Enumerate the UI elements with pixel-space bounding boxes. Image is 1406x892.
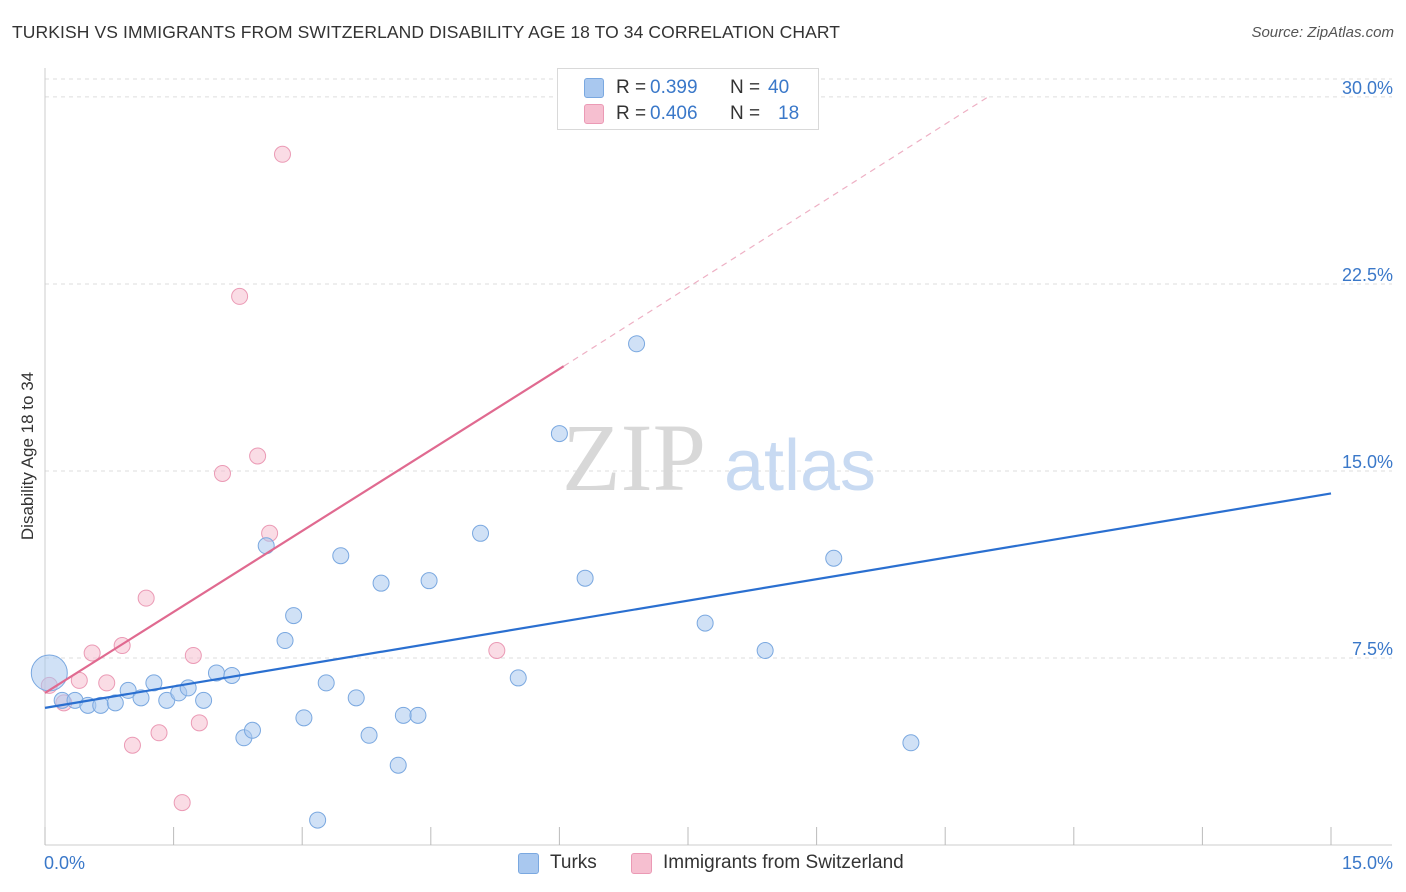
turks-point <box>409 706 427 724</box>
turks-point <box>472 524 490 542</box>
turks-point <box>360 726 378 744</box>
swiss-point <box>249 447 267 465</box>
turks-point <box>276 632 294 650</box>
swiss-point <box>173 794 191 812</box>
legend-r-label: R = <box>616 77 647 98</box>
watermark-zip: ZIP <box>562 404 706 511</box>
turks-point <box>902 734 920 752</box>
turks-point <box>550 425 568 443</box>
swiss-swatch <box>584 104 604 124</box>
turks-point <box>309 811 327 829</box>
axes <box>44 68 1392 846</box>
gridlines <box>45 78 1392 659</box>
turks-legend-label: Turks <box>550 852 597 873</box>
turks-point <box>509 669 527 687</box>
x-tick-labels: 0.0% 15.0% <box>44 853 1393 873</box>
turks-swatch <box>584 78 604 98</box>
x-tick-label: 0.0% <box>44 853 85 873</box>
turks-series <box>30 335 920 829</box>
swiss-point <box>98 674 116 692</box>
trend-lines <box>44 96 1332 709</box>
swiss-point <box>137 589 155 607</box>
swiss-point <box>488 642 506 660</box>
turks-point <box>420 572 438 590</box>
turks-point <box>372 574 390 592</box>
y-tick-label: 30.0% <box>1342 78 1393 98</box>
turks-point <box>145 674 163 692</box>
turks-point <box>825 549 843 567</box>
swiss-series <box>40 145 506 812</box>
y-tick-label: 7.5% <box>1352 639 1393 659</box>
swiss-legend-swatch <box>631 853 652 874</box>
swiss-trend-line <box>44 365 565 694</box>
correlation-legend: R = 0.399 N = 40 R = 0.406 N = 18 <box>557 68 819 130</box>
turks-point <box>394 706 412 724</box>
watermark-atlas: atlas <box>724 426 876 506</box>
turks-point <box>317 674 335 692</box>
y-tick-labels: 7.5% 15.0% 22.5% 30.0% <box>1342 78 1393 659</box>
y-tick-label: 15.0% <box>1342 452 1393 472</box>
turks-point <box>285 607 303 625</box>
turks-point <box>195 691 213 709</box>
swiss-point <box>213 464 231 482</box>
legend-r-value: 0.399 <box>650 77 698 98</box>
turks-point <box>347 689 365 707</box>
swiss-trend-extension <box>563 96 989 367</box>
legend-n-value: 40 <box>768 77 790 98</box>
swiss-legend-label: Immigrants from Switzerland <box>663 852 904 873</box>
legend-r-label: R = <box>616 103 647 124</box>
swiss-point <box>231 287 249 305</box>
swiss-point <box>273 145 291 163</box>
legend-n-label: N = <box>730 103 761 124</box>
legend-r-value: 0.406 <box>650 103 698 124</box>
turks-legend-swatch <box>518 853 539 874</box>
swiss-point <box>123 736 141 754</box>
y-tick-label: 22.5% <box>1342 265 1393 285</box>
x-tick-label: 15.0% <box>1342 853 1393 873</box>
source-label: Source: ZipAtlas.com <box>1251 24 1394 41</box>
swiss-point <box>184 646 202 664</box>
turks-trend-line <box>44 492 1332 709</box>
turks-point <box>295 709 313 727</box>
turks-point <box>243 721 261 739</box>
watermark: ZIP atlas <box>562 404 876 511</box>
turks-point <box>30 654 68 692</box>
swiss-point <box>83 644 101 662</box>
turks-point <box>756 642 774 660</box>
legend-n-label: N = <box>730 77 761 98</box>
legend-n-value: 18 <box>778 103 800 124</box>
turks-point <box>132 689 150 707</box>
turks-point <box>332 547 350 565</box>
swiss-point <box>150 724 168 742</box>
turks-point <box>106 694 124 712</box>
turks-point <box>696 614 714 632</box>
turks-point <box>628 335 646 353</box>
chart-title: TURKISH VS IMMIGRANTS FROM SWITZERLAND D… <box>12 22 841 42</box>
turks-point <box>257 537 275 555</box>
swiss-point <box>190 714 208 732</box>
turks-point <box>576 569 594 587</box>
turks-point <box>389 756 407 774</box>
